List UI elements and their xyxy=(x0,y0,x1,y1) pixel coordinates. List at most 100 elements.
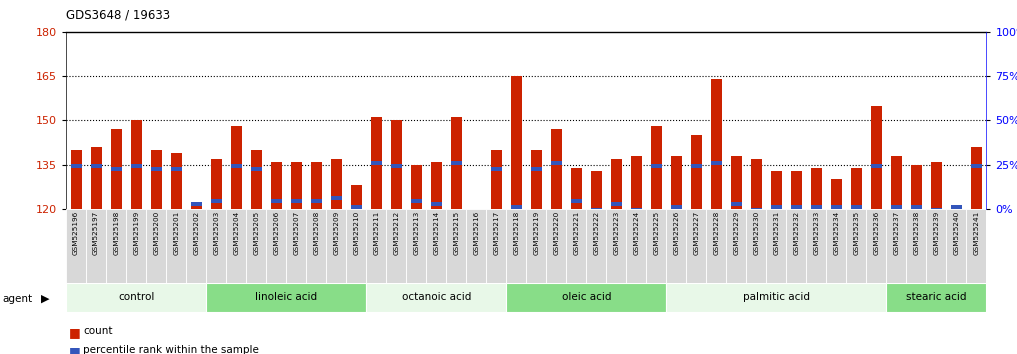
Bar xyxy=(431,162,441,209)
Text: GSM525216: GSM525216 xyxy=(473,211,479,255)
Bar xyxy=(931,208,942,212)
Bar xyxy=(91,147,102,209)
Bar xyxy=(851,167,862,209)
Bar xyxy=(791,205,802,209)
Text: GSM525233: GSM525233 xyxy=(814,211,820,255)
Bar xyxy=(326,209,346,283)
Bar xyxy=(486,209,506,283)
Bar xyxy=(731,156,741,209)
Bar xyxy=(426,209,446,283)
Bar xyxy=(506,209,527,283)
Bar xyxy=(446,209,466,283)
Bar xyxy=(906,209,926,283)
Bar xyxy=(827,209,846,283)
Text: GSM525218: GSM525218 xyxy=(514,211,520,255)
Bar xyxy=(206,209,226,283)
Bar xyxy=(711,79,722,209)
Bar xyxy=(546,209,566,283)
Bar xyxy=(146,209,166,283)
Text: GSM525230: GSM525230 xyxy=(754,211,760,255)
Bar xyxy=(331,159,342,209)
Bar xyxy=(366,283,506,312)
Bar xyxy=(531,150,542,209)
Bar xyxy=(171,167,182,171)
Bar xyxy=(190,202,201,206)
Bar xyxy=(286,209,306,283)
Bar xyxy=(471,209,482,218)
Bar xyxy=(66,209,86,283)
Bar xyxy=(271,199,282,203)
Bar xyxy=(411,165,422,209)
Bar xyxy=(851,205,862,209)
Bar xyxy=(186,209,206,283)
Text: GSM525241: GSM525241 xyxy=(973,211,979,255)
Text: agent: agent xyxy=(2,294,33,304)
Bar xyxy=(686,209,707,283)
Bar xyxy=(771,171,782,209)
Bar xyxy=(291,162,302,209)
Bar xyxy=(591,171,602,209)
Text: GSM525225: GSM525225 xyxy=(653,211,659,255)
Text: GSM525196: GSM525196 xyxy=(73,211,79,255)
Bar xyxy=(211,159,222,209)
Text: GSM525239: GSM525239 xyxy=(934,211,940,255)
Bar xyxy=(751,208,762,212)
Bar xyxy=(871,164,882,167)
Bar xyxy=(571,167,582,209)
Text: palmitic acid: palmitic acid xyxy=(742,292,810,302)
Text: GSM525236: GSM525236 xyxy=(874,211,880,255)
Bar xyxy=(130,120,141,209)
Bar xyxy=(351,205,362,209)
Bar xyxy=(311,162,321,209)
Text: GSM525223: GSM525223 xyxy=(613,211,619,255)
Bar xyxy=(611,159,621,209)
Bar xyxy=(707,209,726,283)
Text: ■: ■ xyxy=(69,326,81,339)
Bar xyxy=(631,208,642,212)
Text: GSM525204: GSM525204 xyxy=(233,211,239,255)
Text: GSM525208: GSM525208 xyxy=(313,211,319,255)
Bar xyxy=(791,171,802,209)
Text: GSM525240: GSM525240 xyxy=(954,211,959,255)
Bar xyxy=(130,164,141,167)
Bar xyxy=(911,165,922,209)
Bar xyxy=(951,205,962,209)
Bar xyxy=(126,209,146,283)
Bar xyxy=(346,209,366,283)
Bar xyxy=(366,209,386,283)
Bar xyxy=(511,205,522,209)
Bar xyxy=(86,209,106,283)
Text: GSM525219: GSM525219 xyxy=(533,211,539,255)
Text: GSM525232: GSM525232 xyxy=(793,211,799,255)
Bar xyxy=(231,126,242,209)
Text: GSM525201: GSM525201 xyxy=(173,211,179,255)
Bar xyxy=(591,208,602,212)
Bar xyxy=(966,209,986,283)
Bar xyxy=(691,164,702,167)
Bar xyxy=(106,209,126,283)
Text: GSM525200: GSM525200 xyxy=(154,211,159,255)
Text: GSM525234: GSM525234 xyxy=(833,211,839,255)
Text: octanoic acid: octanoic acid xyxy=(402,292,471,302)
Bar xyxy=(527,209,546,283)
Bar xyxy=(931,162,942,209)
Bar xyxy=(571,199,582,203)
Bar xyxy=(551,161,561,165)
Text: GSM525237: GSM525237 xyxy=(894,211,899,255)
Bar xyxy=(206,283,366,312)
Bar xyxy=(926,209,947,283)
Bar xyxy=(971,164,982,167)
Bar xyxy=(250,150,261,209)
Text: linoleic acid: linoleic acid xyxy=(255,292,317,302)
Bar xyxy=(831,205,842,209)
Text: control: control xyxy=(118,292,155,302)
Bar xyxy=(551,129,561,209)
Bar xyxy=(151,150,162,209)
Bar xyxy=(211,199,222,203)
Bar xyxy=(391,120,402,209)
Bar xyxy=(311,199,321,203)
Bar xyxy=(226,209,246,283)
Text: GSM525229: GSM525229 xyxy=(733,211,739,255)
Bar xyxy=(726,209,746,283)
Text: GSM525226: GSM525226 xyxy=(673,211,679,255)
